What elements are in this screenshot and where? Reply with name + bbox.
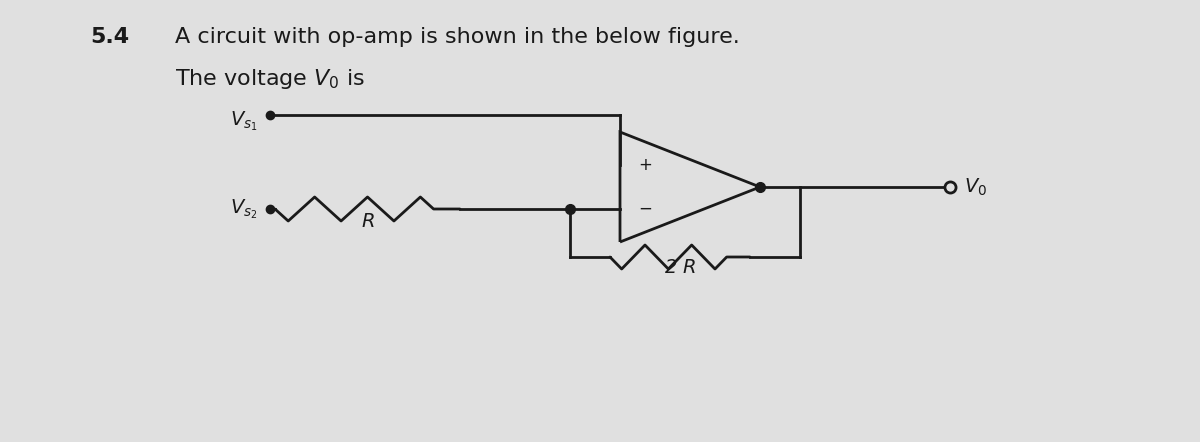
Text: $V_{s_1}$: $V_{s_1}$ (230, 109, 258, 133)
Text: $R$: $R$ (361, 212, 374, 231)
Text: The voltage $V_0$ is: The voltage $V_0$ is (175, 67, 365, 91)
Text: $V_0$: $V_0$ (964, 176, 988, 198)
Text: 5.4: 5.4 (90, 27, 130, 47)
Text: $V_{s_2}$: $V_{s_2}$ (230, 197, 258, 221)
Text: −: − (638, 200, 652, 218)
Text: A circuit with op-amp is shown in the below figure.: A circuit with op-amp is shown in the be… (175, 27, 739, 47)
Text: 2 $R$: 2 $R$ (664, 258, 696, 277)
Text: +: + (638, 156, 652, 174)
